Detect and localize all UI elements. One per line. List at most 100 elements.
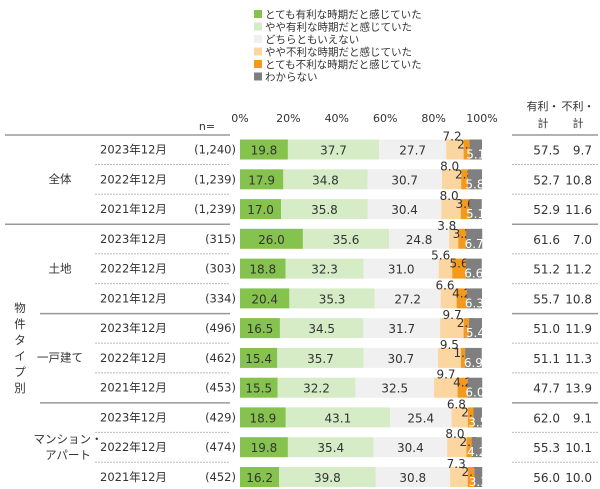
bar-segment [452, 258, 466, 279]
legend-label: やや不利な時期だと感じていた [265, 46, 412, 59]
data-label: 30.8 [399, 471, 426, 485]
group-label: 土地 [49, 261, 72, 275]
bar-segment [355, 377, 435, 398]
bar-segment [289, 288, 375, 309]
bar-segment [390, 407, 452, 428]
bar-segment [450, 467, 468, 487]
unfavorable-total: 10.8 [565, 173, 592, 187]
bar-segment [467, 407, 474, 428]
data-label: 8.0 [440, 189, 459, 203]
bar-segment [363, 318, 441, 339]
side-label: 件 [14, 317, 26, 331]
row-label: 2023年12月 [100, 410, 167, 424]
favorable-total: 62.0 [533, 411, 560, 425]
legend-swatch [254, 22, 262, 31]
bar-segment [456, 288, 467, 309]
legend-swatch [254, 60, 262, 68]
data-label: 15.4 [245, 352, 272, 366]
favorable-total: 55.3 [533, 441, 560, 455]
column-header: 有利・ [527, 99, 560, 113]
data-label: 4.2 [467, 445, 486, 459]
bar-segment [240, 347, 278, 368]
bar-segment [471, 437, 482, 458]
bar-segment [449, 228, 459, 249]
bar-segment [240, 377, 278, 398]
bar-segment [285, 407, 391, 428]
data-label: 9.7 [436, 368, 455, 382]
column-header: 計 [573, 116, 584, 130]
bar-segment [277, 377, 356, 398]
x-tick-label: 0% [231, 112, 248, 125]
data-label: 7.3 [447, 457, 466, 471]
data-label: 15.5 [245, 382, 272, 396]
favorable-total: 61.6 [533, 233, 560, 247]
bar-segment [285, 258, 364, 279]
row-n: (1,239) [194, 202, 236, 216]
bar-segment [460, 347, 466, 368]
data-label: 34.8 [312, 173, 339, 187]
row-n: (452) [205, 470, 236, 484]
row-label: 2021年12月 [100, 381, 167, 395]
data-label: 16.5 [247, 322, 274, 336]
bar-segment [389, 228, 450, 249]
bar-segment [240, 228, 303, 249]
data-label: 37.7 [320, 144, 347, 158]
row-n: (315) [205, 232, 236, 246]
row-label: 2022年12月 [100, 262, 167, 276]
row-n: (429) [205, 410, 236, 424]
data-label: 31.7 [388, 322, 415, 336]
row-n: (1,239) [194, 172, 236, 186]
legend-swatch [254, 72, 262, 81]
x-tick-label: 60% [373, 112, 397, 125]
row-label: 2021年12月 [100, 291, 167, 305]
data-label: 5.1 [466, 207, 485, 221]
bar-segment [457, 377, 468, 398]
unfavorable-total: 11.6 [565, 203, 592, 217]
favorable-total: 56.0 [533, 471, 560, 485]
data-label: 35.6 [333, 233, 360, 247]
data-label: 3.5 [468, 415, 487, 429]
unfavorable-total: 11.9 [565, 322, 592, 336]
group-label: マンション・ [34, 432, 103, 446]
group-label: 全体 [49, 172, 72, 186]
data-label: 5.1 [466, 148, 485, 162]
data-label: 31.0 [388, 263, 415, 277]
bar-segment [281, 199, 368, 220]
row-label: 2023年12月 [100, 232, 167, 246]
row-n: (334) [205, 291, 236, 305]
data-label: 4.2 [453, 376, 472, 390]
bar-segment [473, 407, 482, 428]
bar-segment [465, 258, 482, 279]
unfavorable-total: 11.3 [565, 352, 592, 366]
bar-segment [467, 467, 475, 487]
x-tick-label: 80% [421, 112, 445, 125]
unfavorable-total: 7.0 [573, 233, 592, 247]
data-label: 32.2 [303, 382, 330, 396]
row-label: 2022年12月 [100, 351, 167, 365]
data-label: 19.8 [251, 441, 278, 455]
unfavorable-total: 9.7 [573, 144, 592, 158]
unfavorable-total: 11.2 [565, 263, 592, 277]
unfavorable-total: 10.8 [565, 292, 592, 306]
bar-segment [465, 347, 482, 368]
data-label: 20.4 [251, 292, 278, 306]
row-n: (303) [205, 262, 236, 276]
bar-segment [441, 199, 461, 220]
side-label: プ [14, 365, 26, 379]
unfavorable-total: 13.9 [565, 382, 592, 396]
legend-label: とても有利な時期だと感じていた [265, 8, 422, 21]
data-label: 16.2 [246, 471, 273, 485]
data-label: 30.4 [391, 203, 418, 217]
row-n: (462) [205, 351, 236, 365]
row-label: 2022年12月 [100, 172, 167, 186]
row-label: 2021年12月 [100, 470, 167, 484]
data-label: 5.6 [449, 257, 468, 271]
bar-segment [461, 169, 468, 190]
bar-segment [463, 139, 470, 160]
bar-segment [240, 199, 282, 220]
data-label: 5.4 [466, 326, 485, 340]
bar-segment [283, 169, 368, 190]
bar-segment [363, 258, 439, 279]
side-label: イ [14, 349, 26, 363]
